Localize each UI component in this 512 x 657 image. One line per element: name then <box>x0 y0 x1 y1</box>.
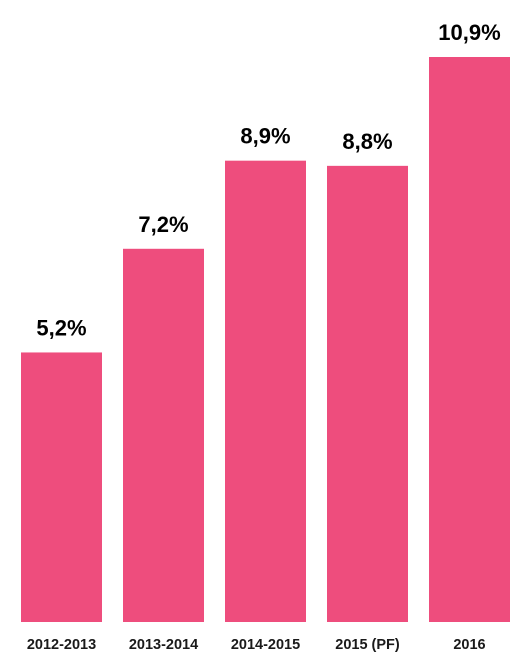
value-labels-layer: 5,2% 7,2% 8,9% 8,8% 10,9% <box>36 20 500 340</box>
x-tick-label: 2012-2013 <box>27 637 96 653</box>
bar-2016 <box>429 57 510 622</box>
x-tick-label: 2013-2014 <box>129 637 198 653</box>
bar-2015-pf <box>327 165 408 622</box>
data-label: 7,2% <box>138 212 188 237</box>
data-label: 8,8% <box>342 129 392 154</box>
bars-layer <box>21 57 510 622</box>
x-tick-label: 2015 (PF) <box>335 637 400 653</box>
bar-2013-2014 <box>123 248 204 622</box>
category-labels-layer: 2012-2013 2013-2014 2014-2015 2015 (PF) 2016 <box>27 637 486 653</box>
data-label: 10,9% <box>438 20 500 45</box>
x-tick-label: 2014-2015 <box>231 637 300 653</box>
data-label: 8,9% <box>240 124 290 149</box>
bar-2014-2015 <box>225 160 306 622</box>
x-tick-label: 2016 <box>453 637 485 653</box>
bar-2012-2013 <box>21 352 102 622</box>
data-label: 5,2% <box>36 315 86 340</box>
